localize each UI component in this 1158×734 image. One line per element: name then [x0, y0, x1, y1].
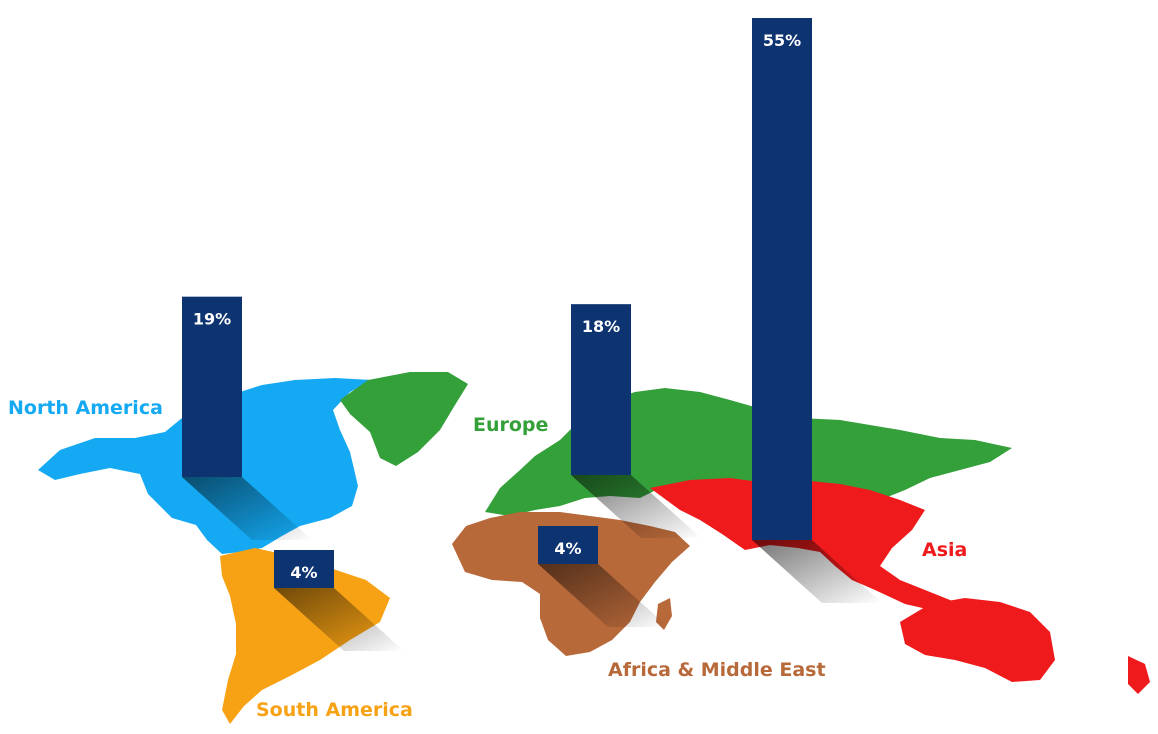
region-label: Asia — [922, 539, 967, 561]
region-label: Europe — [473, 414, 548, 436]
bar-shadow — [752, 540, 882, 603]
bar-value-label: 4% — [554, 539, 581, 558]
bar-south-america — [274, 550, 334, 588]
region-south-america — [220, 548, 390, 724]
bar-value-label: 18% — [582, 317, 620, 336]
bar-shadow — [274, 588, 404, 651]
region-oceania — [900, 598, 1055, 682]
bar-shadow — [571, 475, 701, 538]
region-greenland — [340, 372, 468, 466]
bar-north-america — [182, 296, 242, 477]
region-label: North America — [8, 397, 163, 419]
region-label-layer: North America South America Europe Africa &… — [8, 397, 967, 721]
region-label: Africa & Middle East — [608, 659, 826, 681]
region-new-zealand — [1128, 656, 1150, 694]
bar-shadow — [182, 477, 312, 540]
bar-europe — [571, 304, 631, 475]
bar-africa-middle-east — [538, 526, 598, 564]
bar-series: 19% 4% 18% 4% 55% — [182, 18, 882, 651]
bar-asia — [752, 18, 812, 540]
region-label: South America — [256, 699, 413, 721]
bar-shadow — [538, 564, 668, 627]
bar-value-label: 55% — [763, 31, 801, 50]
bar-value-label: 19% — [193, 310, 231, 329]
bar-value-label: 4% — [290, 563, 317, 582]
